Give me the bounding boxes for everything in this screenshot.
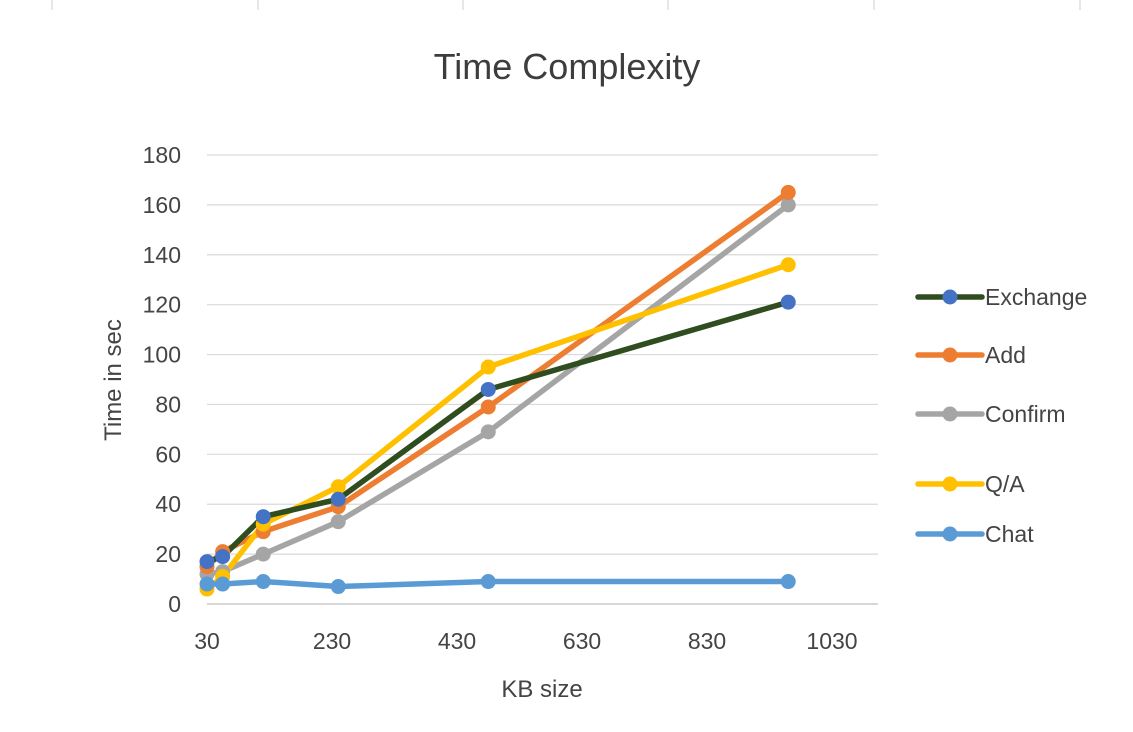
y-tick-label: 180 [143, 142, 181, 168]
y-tick-label: 160 [143, 192, 181, 218]
x-tick-label: 830 [688, 628, 726, 654]
legend-label: Add [985, 342, 1026, 368]
legend-label: Chat [985, 521, 1034, 547]
y-tick-label: 60 [155, 441, 181, 467]
legend-entry: Exchange [915, 284, 1087, 310]
data-point [330, 514, 346, 530]
data-point [215, 576, 231, 592]
data-point [780, 257, 796, 273]
data-point [330, 491, 346, 507]
x-tick-label: 1030 [806, 628, 857, 654]
data-point [215, 549, 231, 565]
data-point [480, 399, 496, 415]
data-point [330, 479, 346, 495]
data-point [480, 574, 496, 590]
data-point [780, 574, 796, 590]
data-point [780, 294, 796, 310]
y-tick-label: 100 [143, 342, 181, 368]
data-point [255, 509, 271, 525]
data-point [480, 359, 496, 375]
data-point [330, 579, 346, 595]
y-tick-label: 40 [155, 491, 181, 517]
series-line-chat [204, 578, 791, 590]
legend-label: Q/A [985, 471, 1025, 497]
y-tick-label: 20 [155, 541, 181, 567]
data-point [199, 554, 215, 570]
series-markers [199, 184, 796, 597]
y-axis-tick-labels: 0 20 40 60 80 100 120 140 160 180 [143, 142, 181, 617]
x-axis-tick-labels: 30 230 430 630 830 1030 [194, 628, 857, 654]
y-tick-label: 80 [155, 391, 181, 417]
legend-label: Exchange [985, 284, 1087, 310]
x-tick-label: 430 [438, 628, 476, 654]
x-tick-label: 30 [194, 628, 220, 654]
legend-entry: Chat [915, 521, 1034, 547]
legend-swatch-marker [942, 406, 958, 422]
legend-label: Confirm [985, 401, 1066, 427]
top-edge-ticks [51, 0, 1081, 10]
x-tick-label: 230 [313, 628, 351, 654]
legend-entry: Add [915, 342, 1026, 368]
data-point [255, 574, 271, 590]
data-point [780, 197, 796, 213]
data-point [480, 381, 496, 397]
y-tick-label: 120 [143, 292, 181, 318]
x-axis-label: KB size [501, 676, 582, 703]
legend-entry: Confirm [915, 401, 1066, 427]
data-point [255, 546, 271, 562]
legend-swatch-marker [942, 347, 958, 363]
chart-title: Time Complexity [434, 46, 701, 87]
y-axis-label: Time in sec [100, 319, 127, 441]
legend-swatch-marker [942, 289, 958, 305]
legend-swatch-marker [942, 526, 958, 542]
legend: Exchange Add Confirm Q/A Chat [915, 284, 1087, 547]
x-tick-label: 630 [563, 628, 601, 654]
y-tick-label: 140 [143, 242, 181, 268]
data-point [480, 424, 496, 440]
y-tick-label: 0 [168, 591, 181, 617]
data-point [780, 184, 796, 200]
legend-swatch-marker [942, 476, 958, 492]
data-point [199, 576, 215, 592]
legend-entry: Q/A [915, 471, 1025, 497]
gridlines [207, 154, 878, 605]
series-lines [204, 189, 791, 592]
